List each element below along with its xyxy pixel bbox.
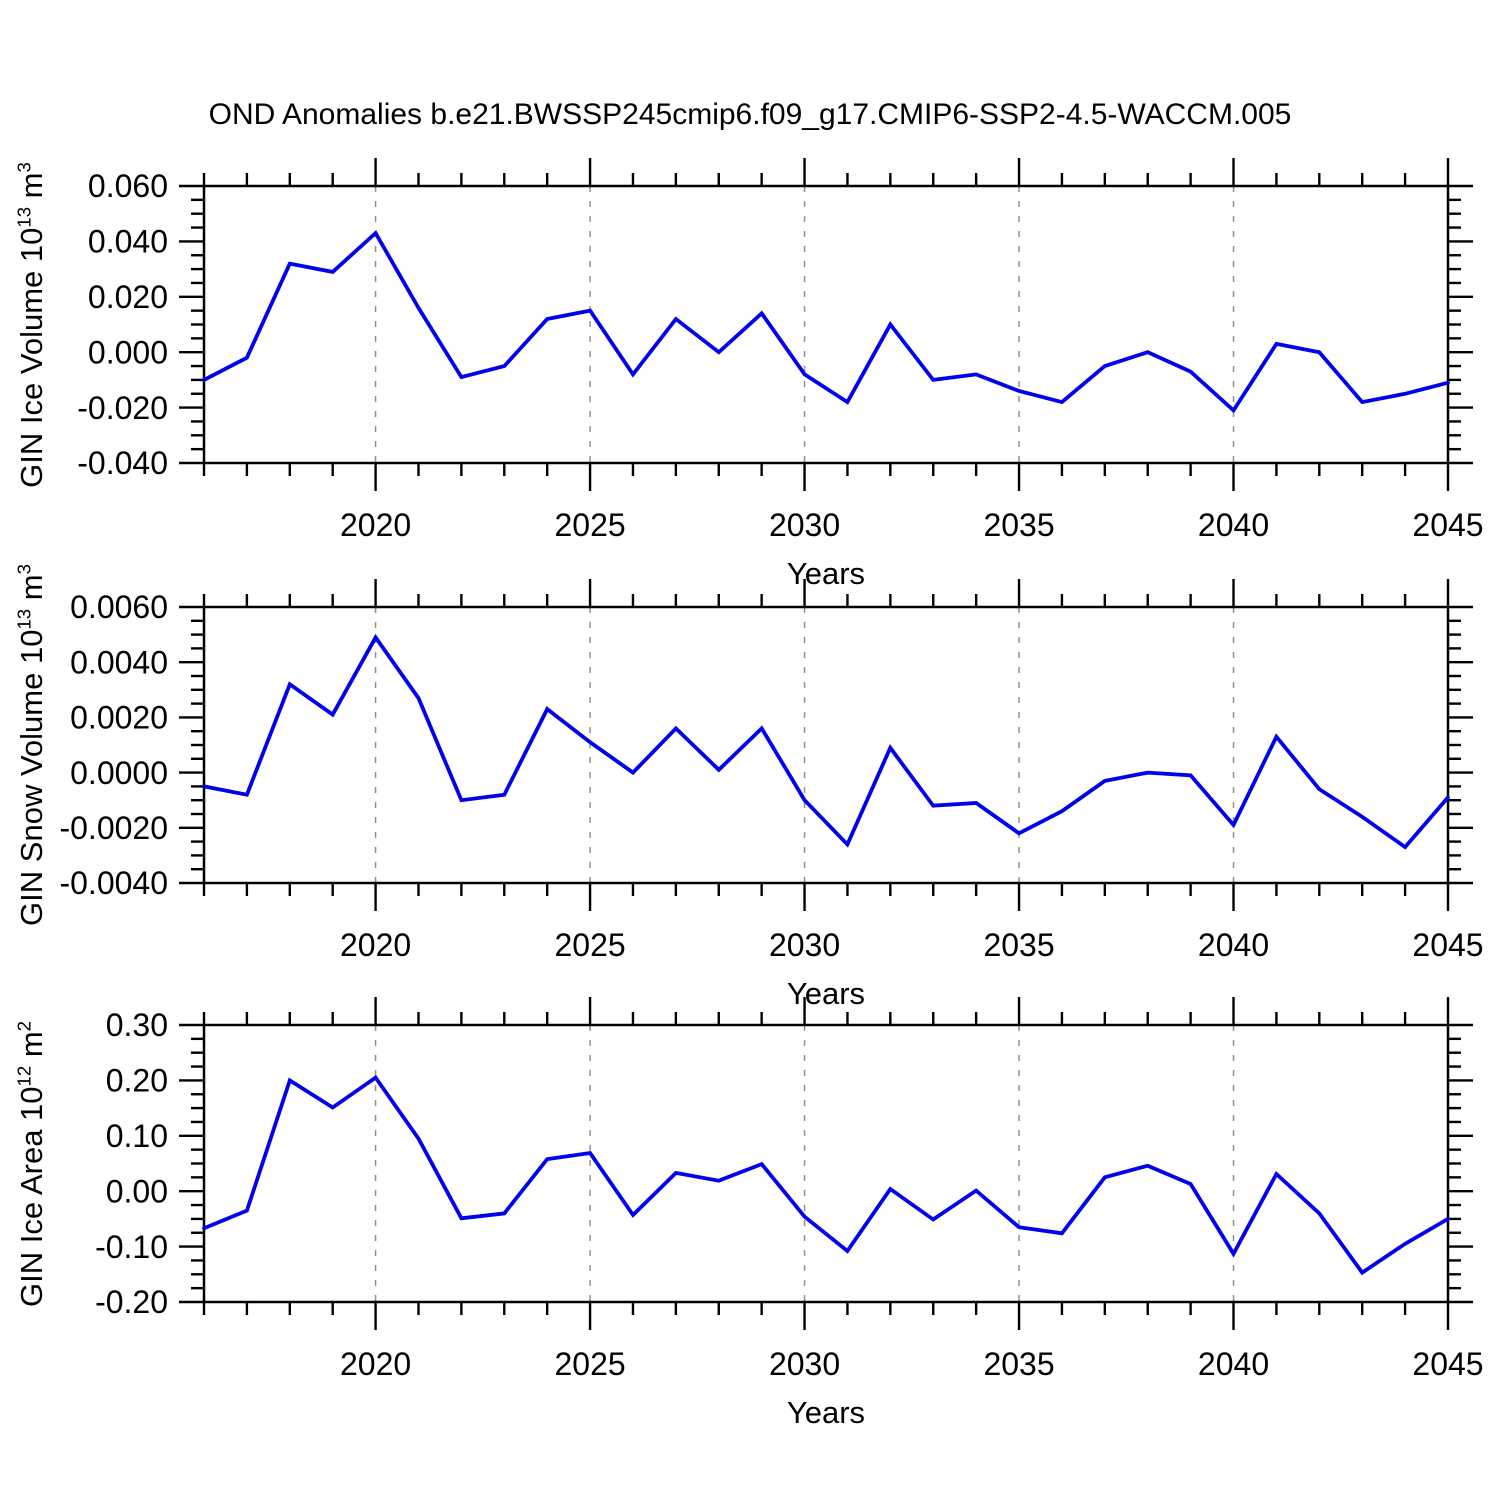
panel-frame	[202, 184, 1450, 465]
y-tick-label: -0.0020	[59, 810, 168, 846]
y-tick-label: -0.10	[95, 1229, 168, 1265]
x-tick-label: 2040	[1198, 507, 1269, 543]
x-tick-label: 2040	[1198, 1346, 1269, 1382]
y-axis-title-unit: m	[14, 574, 49, 609]
x-tick-label: 2045	[1412, 1346, 1483, 1382]
x-tick-label: 2020	[340, 927, 411, 963]
y-axis-title-unit-exponent: 3	[13, 161, 35, 173]
y-tick-label: 0.00	[106, 1173, 168, 1209]
x-tick-label: 2030	[769, 1346, 840, 1382]
panel-frame	[202, 605, 1450, 885]
y-tick-label: 0.10	[106, 1118, 168, 1154]
y-tick-label: 0.000	[88, 334, 168, 370]
x-axis-title-panel-1: Years	[786, 556, 866, 591]
y-axis-title-snow-volume: GIN Snow Volume 1013 m3	[10, 515, 54, 975]
y-tick-label: 0.0000	[70, 755, 168, 791]
y-tick-label: 0.30	[106, 1007, 168, 1043]
y-tick-label: 0.020	[88, 279, 168, 315]
x-tick-label: 2025	[554, 507, 625, 543]
y-tick-label: -0.020	[77, 390, 168, 426]
x-tick-label: 2020	[340, 507, 411, 543]
y-axis-title-exponent: 12	[13, 1065, 35, 1086]
ice-area-line	[202, 1074, 1450, 1276]
x-tick-label: 2035	[983, 927, 1054, 963]
panel-1-ice-volume: 0.060 0.040 0.020 0.000 -0.020 -0.040 2020 2025…	[77, 158, 1484, 543]
x-tick-label: 2030	[769, 927, 840, 963]
x-tick-label: 2045	[1412, 927, 1483, 963]
x-tick-label: 2035	[983, 1346, 1054, 1382]
x-axis-title-panel-2: Years	[786, 976, 866, 1011]
chart-title: OND Anomalies b.e21.BWSSP245cmip6.f09_g1…	[208, 98, 1292, 131]
y-axis-title-unit: m	[14, 172, 49, 207]
panel-2-snow-volume: 0.0060 0.0040 0.0020 0.0000 -0.0020 -0.0040 20…	[59, 579, 1484, 963]
y-axis-title-text: GIN Ice Area 10	[14, 1085, 49, 1307]
y-axis-title-ice-volume: GIN Ice Volume 1013 m3	[10, 95, 54, 555]
ice-volume-line	[202, 230, 1450, 414]
y-tick-label: -0.040	[77, 445, 168, 481]
panel-3-ice-area: 0.30 0.20 0.10 0.00 -0.10 -0.20 2020 2025 2030 20…	[95, 997, 1484, 1382]
y-tick-label: -0.20	[95, 1284, 168, 1320]
x-tick-label: 2025	[554, 927, 625, 963]
y-tick-label: 0.040	[88, 224, 168, 260]
y-axis-title-text: GIN Snow Volume 10	[14, 629, 49, 926]
y-axis-title-unit-exponent: 2	[13, 1020, 35, 1031]
y-tick-label: 0.0020	[70, 700, 168, 736]
x-axis-title-panel-3: Years	[786, 1395, 866, 1430]
y-tick-label: 0.20	[106, 1063, 168, 1099]
y-tick-label: 0.060	[88, 168, 168, 204]
panel-frame	[202, 1023, 1450, 1304]
y-tick-label: 0.0060	[70, 589, 168, 625]
y-tick-label: -0.0040	[59, 865, 168, 901]
y-axis-title-exponent: 13	[13, 608, 35, 630]
y-axis-title-unit-exponent: 3	[13, 564, 35, 575]
y-axis-title-text: GIN Ice Volume 10	[14, 227, 49, 488]
x-tick-label: 2035	[983, 507, 1054, 543]
y-tick-label: 0.0040	[70, 644, 168, 680]
x-tick-label: 2025	[554, 1346, 625, 1382]
snow-volume-line	[202, 633, 1450, 850]
x-tick-label: 2020	[340, 1346, 411, 1382]
x-tick-label: 2040	[1198, 927, 1269, 963]
x-tick-label: 2045	[1412, 507, 1483, 543]
y-axis-title-unit: m	[14, 1030, 49, 1066]
y-axis-title-exponent: 13	[13, 206, 35, 228]
y-axis-title-ice-area: GIN Ice Area 1012 m2	[10, 934, 54, 1394]
x-tick-label: 2030	[769, 507, 840, 543]
